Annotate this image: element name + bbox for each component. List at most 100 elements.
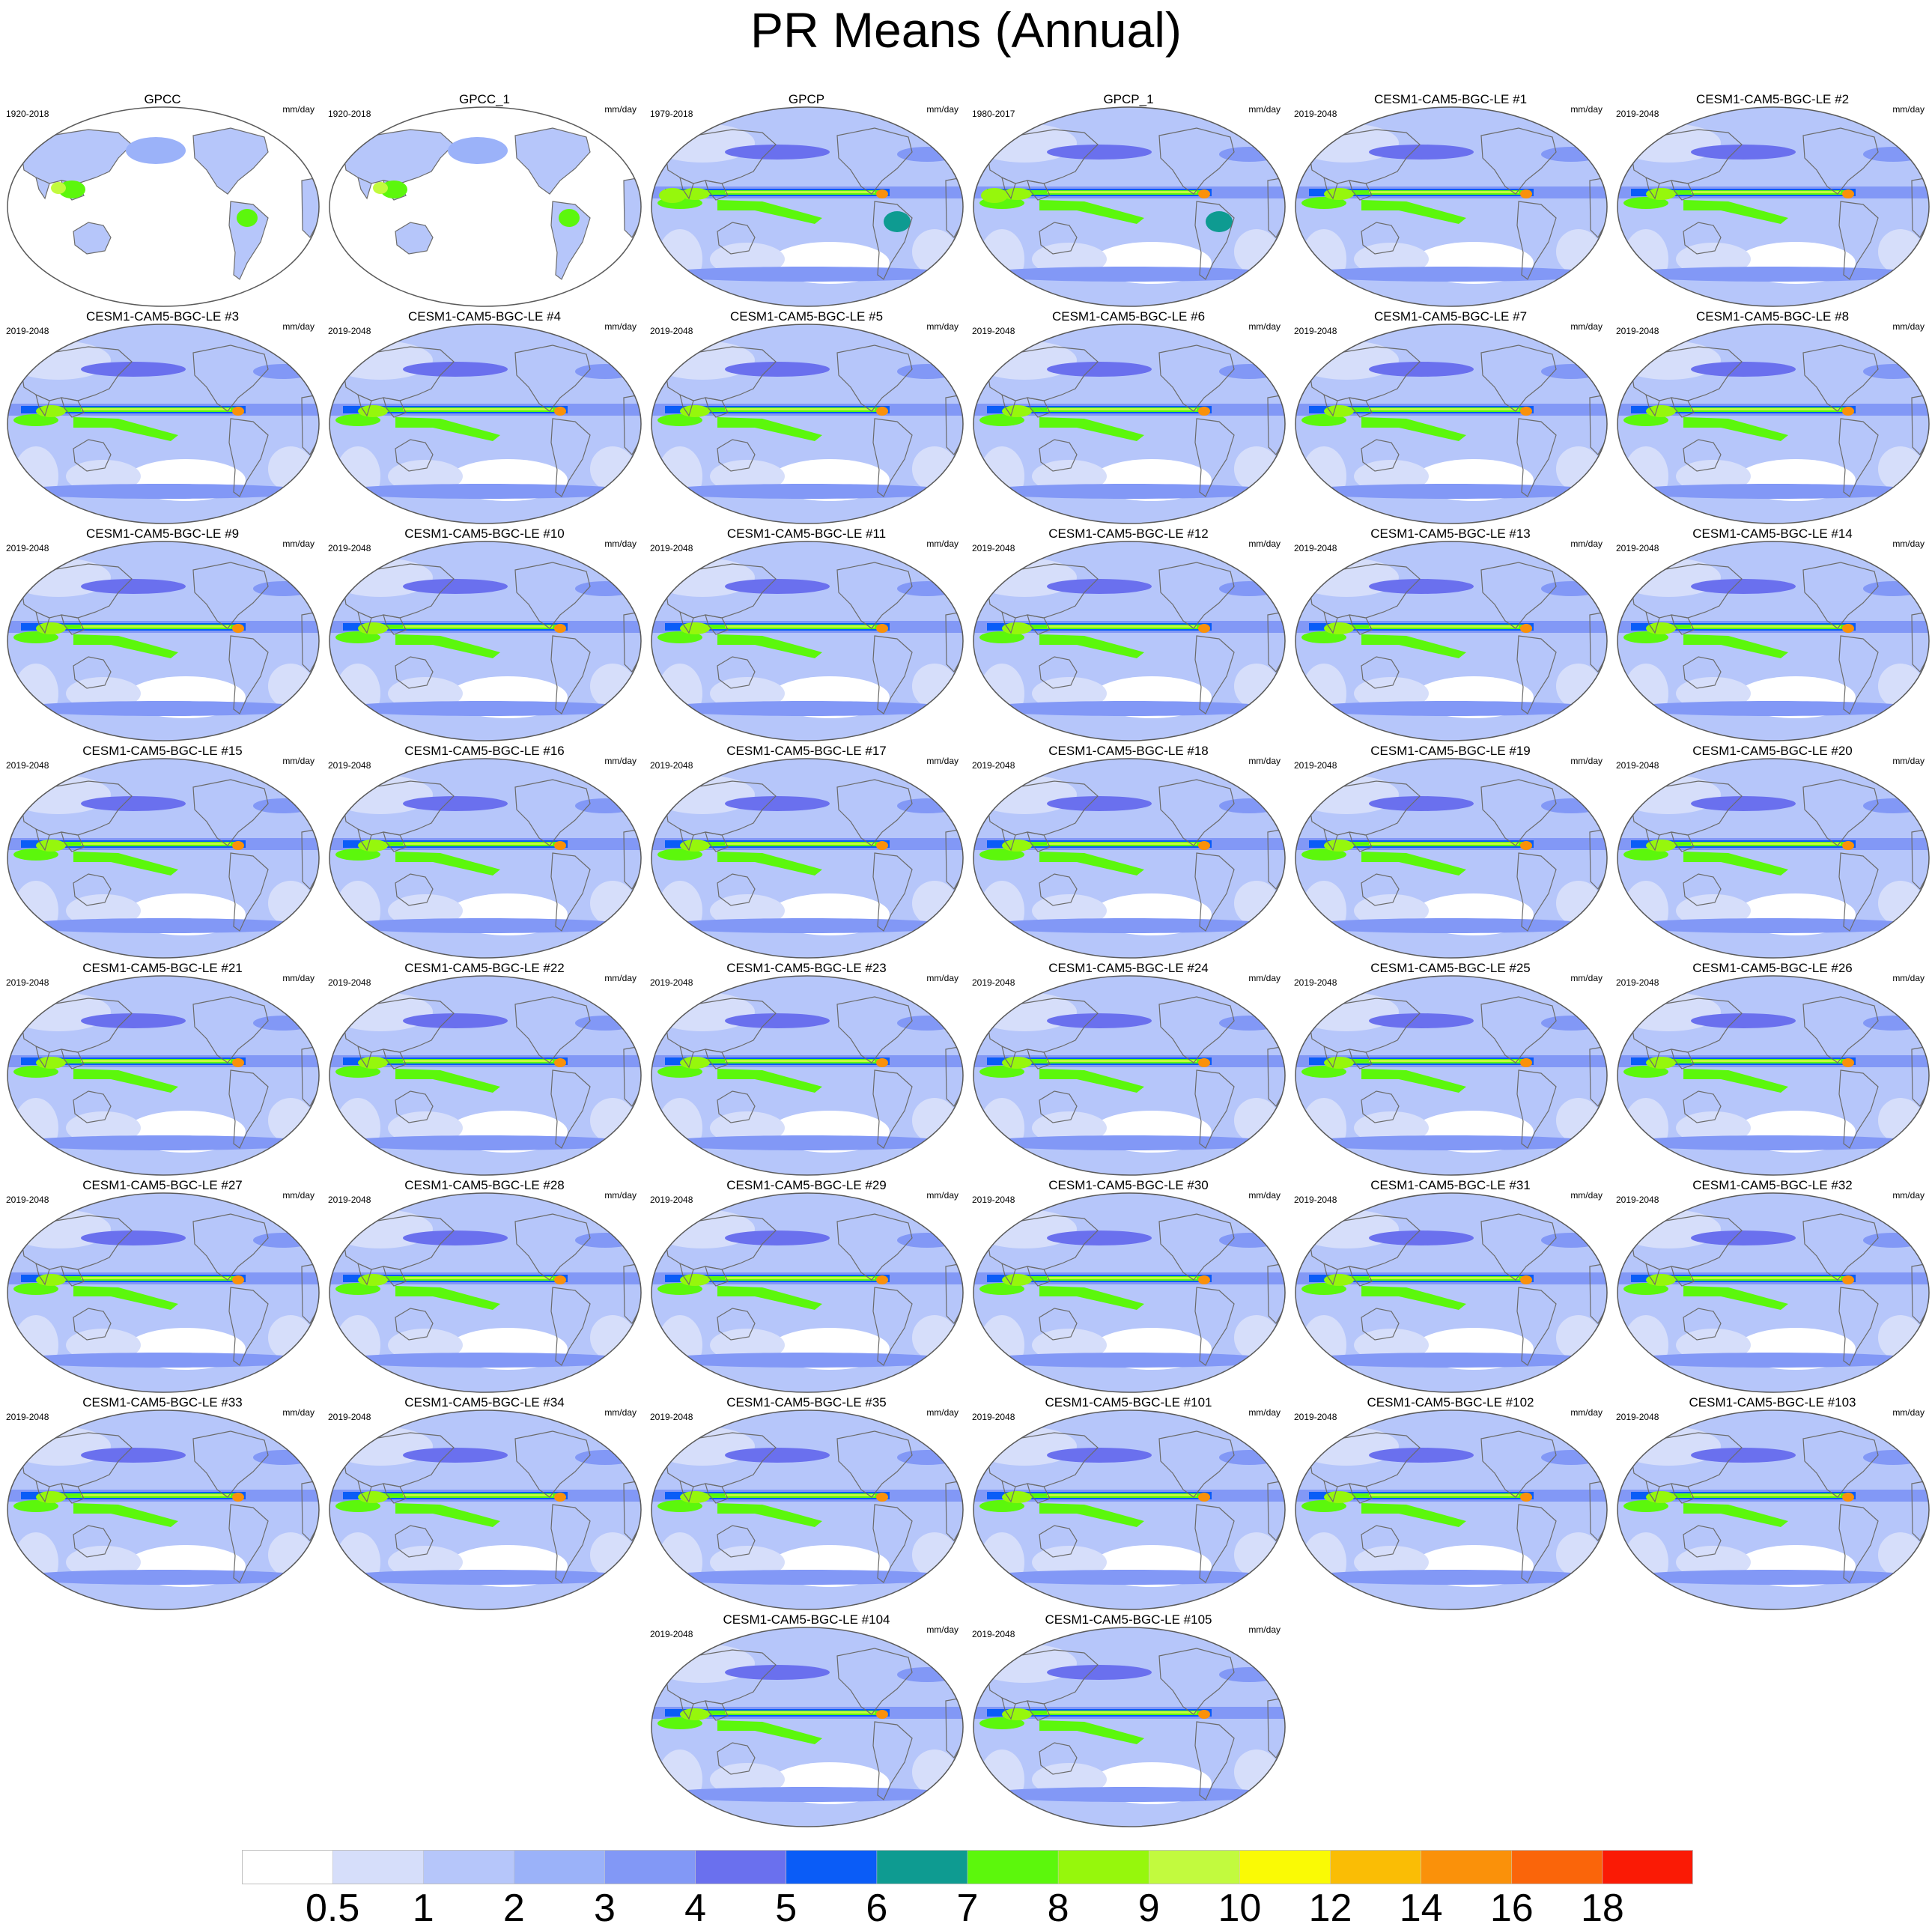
wet-zone — [876, 407, 888, 416]
wet-zone — [1002, 405, 1032, 417]
map-border — [1295, 1192, 1608, 1393]
storm-track — [1219, 1450, 1279, 1465]
panel-period: 2019-2048 — [1294, 543, 1337, 553]
panel-title: CESM1-CAM5-BGC-LE #33 — [82, 1395, 243, 1409]
wet-zone — [1198, 407, 1210, 416]
spcz — [73, 1069, 178, 1093]
coastline-namerica — [836, 127, 913, 195]
map-border — [329, 541, 642, 741]
panel-title: GPCP — [788, 92, 825, 106]
storm-track — [253, 1233, 313, 1248]
dry-zone — [335, 881, 380, 941]
panel-title: CESM1-CAM5-BGC-LE #10 — [404, 526, 565, 541]
map-panel: CESM1-CAM5-BGC-LE #20 2019-2048 mm/day — [1611, 744, 1932, 961]
dry-zone — [657, 664, 702, 723]
panel-units: mm/day — [1570, 538, 1603, 549]
panel-period: 2019-2048 — [650, 1195, 693, 1205]
map-panel: CESM1-CAM5-BGC-LE #25 2019-2048 mm/day — [1289, 961, 1611, 1178]
dry-zone — [590, 1532, 635, 1577]
coastline-namerica — [1158, 1213, 1235, 1281]
panel-units: mm/day — [604, 538, 637, 549]
panel-units: mm/day — [1570, 973, 1603, 983]
wet-zone — [358, 405, 388, 417]
panel-units: mm/day — [1892, 1190, 1925, 1201]
wet-zone — [1520, 1058, 1532, 1067]
spcz — [1361, 1069, 1466, 1093]
storm-track — [575, 1016, 635, 1031]
panel-title: CESM1-CAM5-BGC-LE #9 — [85, 526, 240, 541]
wet-zone — [13, 414, 58, 426]
coastline-india — [35, 1262, 50, 1286]
coastline-samerica — [872, 418, 913, 497]
coastline-samerica — [1194, 1069, 1235, 1149]
wet-zone — [1301, 1283, 1346, 1295]
spcz — [1361, 1503, 1466, 1527]
dry-zone — [979, 1532, 1024, 1592]
figure-title: PR Means (Annual) — [750, 2, 1182, 58]
coastline-namerica — [1802, 127, 1879, 195]
storm-track — [335, 1353, 635, 1368]
wet-zone — [1198, 1493, 1210, 1502]
colorbar-swatch — [242, 1850, 333, 1884]
coastline-namerica — [514, 345, 591, 412]
spcz — [717, 1286, 822, 1310]
wet-zone — [373, 182, 388, 194]
panel-title: CESM1-CAM5-BGC-LE #105 — [1045, 1612, 1212, 1627]
land-australia — [395, 222, 434, 255]
panel-title: CESM1-CAM5-BGC-LE #12 — [1048, 526, 1209, 541]
wet-zone — [554, 407, 566, 416]
wet-zone — [680, 1274, 710, 1286]
colorbar-tick-label: 1 — [412, 1887, 434, 1930]
wet-zone — [1842, 841, 1854, 850]
dry-zone — [979, 1750, 1024, 1809]
coastline-seasia — [705, 614, 729, 635]
storm-track — [1369, 1230, 1474, 1245]
map-border — [973, 1192, 1286, 1393]
dry-zone — [1301, 229, 1346, 289]
wet-zone — [1623, 1066, 1668, 1078]
wet-zone — [1002, 1274, 1032, 1286]
wet-zone — [36, 1491, 66, 1503]
wet-zone — [1198, 1710, 1210, 1719]
coastline-samerica — [1194, 1504, 1235, 1583]
dry-zone — [657, 1750, 702, 1809]
coastline-australia — [1039, 873, 1078, 906]
dry-zone — [590, 881, 635, 926]
coastline-seasia — [1349, 1266, 1373, 1287]
colorbar-swatch — [786, 1850, 878, 1884]
map-border — [329, 324, 642, 524]
storm-track — [1219, 798, 1279, 813]
panel-units: mm/day — [1892, 973, 1925, 983]
dry-zone — [1556, 1532, 1601, 1577]
panel-units: mm/day — [926, 1407, 959, 1418]
wet-zone — [36, 840, 66, 852]
storm-track — [979, 267, 1279, 282]
map-panel: CESM1-CAM5-BGC-LE #8 2019-2048 mm/day — [1611, 309, 1932, 526]
dry-zone — [1623, 664, 1668, 723]
dry-zone — [1234, 664, 1279, 708]
coastline-namerica — [192, 996, 269, 1063]
coastline-namerica — [836, 1430, 913, 1498]
panel-period: 2019-2048 — [328, 760, 371, 771]
map-border — [7, 541, 320, 741]
storm-track — [725, 579, 830, 594]
wet-zone — [380, 180, 407, 198]
coastline-namerica — [1480, 345, 1557, 412]
coastline-samerica — [550, 635, 591, 714]
coastline-samerica — [1516, 1287, 1557, 1366]
panel-title: CESM1-CAM5-BGC-LE #101 — [1045, 1395, 1212, 1409]
coastline-samerica — [872, 635, 913, 714]
map-border — [651, 975, 964, 1176]
panel-units: mm/day — [926, 1190, 959, 1201]
wet-zone — [1198, 624, 1210, 633]
spcz — [1361, 200, 1466, 224]
coastline-namerica — [1480, 127, 1557, 195]
map-border — [1617, 975, 1930, 1176]
dry-zone — [335, 1315, 380, 1375]
coastline-namerica — [836, 1213, 913, 1281]
coastline-namerica — [514, 1430, 591, 1498]
panel-period: 2019-2048 — [328, 326, 371, 336]
precipitation-map — [1295, 1192, 1608, 1393]
wet-zone — [1002, 1057, 1032, 1069]
coastline-seasia — [1349, 831, 1373, 852]
